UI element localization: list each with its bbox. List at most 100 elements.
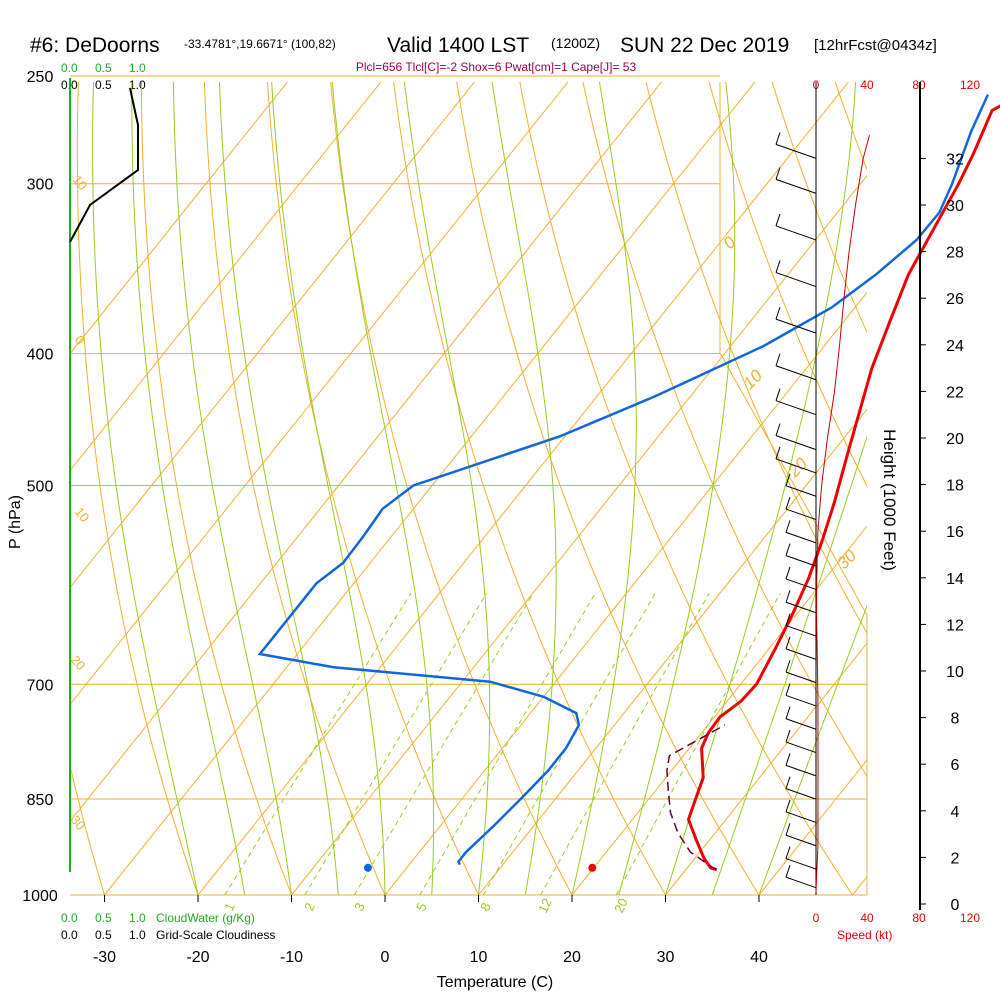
- wind-barb-25: [775, 178, 817, 194]
- isotherm--20: [197, 82, 850, 895]
- cloudwater-top-tick-2: 1.0: [129, 61, 146, 75]
- isotherm-label-0-left: 0: [72, 332, 88, 347]
- temperature-profile: [686, 104, 1000, 872]
- dry-adiabat-70: [645, 82, 867, 635]
- wind-barb-5: [785, 764, 817, 777]
- mixing-ratio-label-20: 20: [611, 896, 631, 915]
- wind-barb-feather-11: [785, 613, 791, 626]
- wind-barb-feather-4: [785, 776, 791, 789]
- moist-adiabat--20: [92, 82, 199, 895]
- speed-bottom-tick-1: 40: [860, 911, 874, 925]
- wind-barb-18: [775, 458, 817, 474]
- height-tick-label-20: 20: [946, 431, 964, 448]
- plot-right-boundary: [719, 82, 868, 895]
- moist-adiabat--5: [219, 82, 339, 895]
- dry-adiabat-10: [267, 82, 479, 895]
- cloudiness-bottom-tick-2: 1.0: [129, 928, 146, 942]
- cloudwater-bottom-tick-2: 1.0: [129, 911, 146, 925]
- wind-barb-feather-13: [785, 566, 791, 580]
- dry-adiabat-60: [582, 82, 867, 778]
- x-tick-label-0: 0: [381, 949, 390, 966]
- mixing-ratio-line-5: [419, 592, 596, 895]
- dry-adiabat-20: [330, 82, 573, 895]
- isotherm-50: [852, 876, 867, 895]
- wind-barb-feather-7: [785, 706, 791, 719]
- wind-barb-feather-22: [775, 306, 781, 320]
- y-tick-label-1000: 1000: [22, 888, 58, 905]
- cloudiness-bottom-tick-0: 0.0: [61, 928, 78, 942]
- moist-adiabat-35: [711, 435, 867, 895]
- moist-adiabat-20: [571, 82, 637, 895]
- wind-barb-feather-5: [785, 753, 791, 766]
- wind-barb-feather-21: [775, 353, 781, 366]
- dewpoint-profile: [257, 94, 990, 866]
- wind-barb-feather-18: [775, 446, 781, 460]
- cloudiness-top-tick-1: 0.5: [95, 78, 112, 92]
- wind-barb-feather-19: [775, 423, 781, 436]
- wind-barb-20: [775, 400, 817, 416]
- cloudwater-top-tick-1: 0.5: [95, 61, 112, 75]
- height-tick-label-28: 28: [946, 245, 964, 262]
- moist-adiabats: [92, 82, 867, 895]
- mixing-ratio-lines: [224, 592, 781, 895]
- parcel-profile: [666, 724, 726, 871]
- adiabat-labels: 0 10 20 30 10 0 10 20 30: [68, 172, 861, 833]
- moist-adiabat-40: [758, 604, 867, 895]
- speed-bottom-tick-0: 0: [813, 911, 820, 925]
- wind-barb-19: [775, 435, 817, 451]
- valid-time: Valid 1400 LST: [387, 34, 529, 57]
- isotherm-40: [758, 759, 867, 895]
- cloudiness-bottom-tick-1: 0.5: [95, 928, 112, 942]
- wind-barb-21: [775, 365, 817, 381]
- cloudwater-bottom-tick-0: 0.0: [61, 911, 78, 925]
- y-tick-label-500: 500: [27, 479, 54, 496]
- wind-barb-14: [785, 555, 817, 567]
- speed-top-tick-3: 120: [960, 78, 980, 92]
- wind-barb-0: [785, 876, 817, 889]
- x-tick-label-10: 10: [470, 949, 488, 966]
- dry-adiabat-label-10-right: 10: [739, 366, 766, 393]
- wind-barb-11: [785, 625, 817, 637]
- wind-barb-2: [785, 834, 817, 847]
- isotherm--50: [70, 82, 569, 706]
- wind-barb-feather-14: [785, 543, 791, 556]
- wind-barb-feather-24: [775, 213, 781, 227]
- mixing-ratio-line-12: [540, 592, 710, 895]
- dry-adiabat-50: [519, 82, 853, 895]
- mixing-ratio-line-3: [353, 592, 534, 895]
- y-tick-label-250: 250: [27, 69, 54, 86]
- isotherm-0: [384, 291, 867, 895]
- wind-barb-feather-16: [785, 496, 791, 510]
- wind-barb-22: [775, 318, 817, 334]
- height-tick-label-22: 22: [946, 384, 964, 401]
- height-tick-label-18: 18: [946, 478, 964, 495]
- wind-barb-feather-25: [775, 167, 781, 180]
- height-tick-label-14: 14: [946, 571, 964, 588]
- isobars: [70, 75, 868, 896]
- isotherm--30: [104, 82, 756, 895]
- dry-adiabat--20: [76, 82, 199, 895]
- dry-adiabat-100: [834, 82, 867, 171]
- wind-barb-feather-23: [775, 260, 781, 273]
- wind-barb-feather-12: [785, 590, 791, 603]
- surface-temperature-dot: [588, 863, 597, 872]
- speed-top-tick-1: 40: [860, 78, 874, 92]
- cloudwater-top-tick-0: 0.0: [61, 61, 78, 75]
- wind-barb-1: [785, 858, 817, 870]
- y-tick-label-300: 300: [27, 177, 54, 194]
- wind-barb-feather-20: [775, 388, 781, 401]
- mixing-ratio-label-3: 3: [351, 900, 368, 913]
- height-tick-label-12: 12: [946, 617, 964, 634]
- wind-barb-feather-2: [785, 823, 791, 836]
- surface-dewpoint-dot: [363, 863, 372, 872]
- wind-barb-feather-1: [785, 846, 791, 859]
- height-tick-label-30: 30: [946, 198, 964, 215]
- isotherm-10: [478, 408, 867, 895]
- height-tick-label-8: 8: [951, 711, 960, 728]
- isotherm-20: [571, 525, 867, 895]
- wind-barb-7: [785, 718, 817, 730]
- wind-barb-feather-0: [785, 865, 791, 878]
- moist-adiabat-5: [331, 82, 435, 895]
